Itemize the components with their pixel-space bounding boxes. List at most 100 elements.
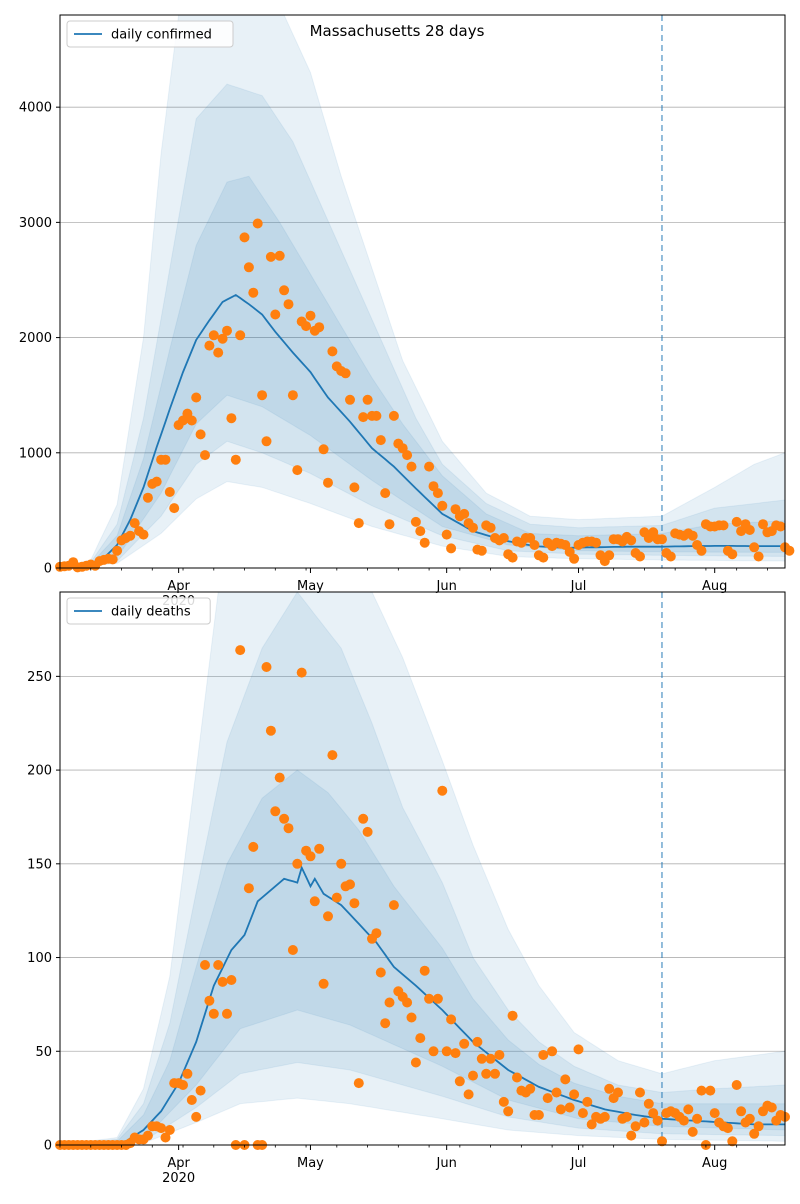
observed-point <box>195 1085 206 1096</box>
observed-point <box>547 1046 558 1057</box>
observed-point <box>107 554 118 565</box>
observed-point <box>727 549 738 560</box>
observed-point <box>213 347 224 358</box>
observed-point <box>507 1010 518 1021</box>
legend-label: daily confirmed <box>111 28 212 43</box>
observed-point <box>463 1089 474 1100</box>
observed-point <box>261 436 272 447</box>
observed-point <box>569 553 580 564</box>
observed-point <box>200 450 210 461</box>
observed-point <box>274 250 285 261</box>
observed-point <box>178 1080 188 1090</box>
observed-point <box>441 1046 452 1057</box>
observed-point <box>160 454 171 465</box>
observed-point <box>226 975 237 985</box>
observed-point <box>613 1087 623 1098</box>
observed-point <box>265 251 276 262</box>
observed-point <box>630 1121 641 1132</box>
observed-point <box>551 1087 562 1098</box>
observed-point <box>410 1057 421 1068</box>
observed-point <box>195 429 206 440</box>
observed-point <box>525 1083 536 1094</box>
observed-point <box>639 1117 650 1128</box>
y-tick-label: 150 <box>27 857 52 872</box>
x-tick-label: Aug <box>702 579 727 594</box>
plot-area <box>60 15 785 568</box>
observed-point <box>635 551 645 562</box>
confidence-band-3 <box>60 769 785 1145</box>
observed-point <box>591 537 602 548</box>
observed-point <box>450 1048 461 1059</box>
observed-point <box>586 1119 597 1130</box>
observed-point <box>468 1070 478 1081</box>
observed-point <box>490 1068 500 1079</box>
observed-point <box>626 1130 637 1141</box>
observed-point <box>151 476 162 487</box>
observed-point <box>573 1044 584 1055</box>
model-line <box>60 293 785 568</box>
observed-point <box>164 487 175 497</box>
observed-point <box>279 285 290 296</box>
observed-point <box>454 1076 465 1087</box>
observed-point <box>388 900 399 911</box>
observed-point <box>538 552 549 563</box>
observed-point <box>459 1038 470 1049</box>
observed-point <box>226 413 237 424</box>
y-tick-label: 4000 <box>19 101 52 116</box>
observed-point <box>305 851 316 862</box>
chart-panel-1: 01000200030004000Apr2020MayJunJulAugMass… <box>19 14 795 609</box>
observed-point <box>270 309 281 320</box>
observed-point <box>696 1085 707 1096</box>
observed-point <box>265 725 276 736</box>
observed-point <box>564 1102 575 1113</box>
observed-point <box>498 1096 509 1107</box>
observed-point <box>476 1053 487 1064</box>
legend-box <box>66 597 211 625</box>
observed-point <box>279 813 290 824</box>
observed-point <box>766 1102 777 1113</box>
observed-point <box>657 534 667 545</box>
observed-point <box>362 826 373 837</box>
observed-point <box>235 645 246 656</box>
y-tick-label: 250 <box>27 670 52 685</box>
observed-point <box>235 330 246 341</box>
observed-point <box>323 911 333 922</box>
observed-point <box>437 785 448 796</box>
observed-point <box>446 1014 457 1025</box>
observed-point <box>705 1085 716 1096</box>
x-tick-sublabel: 2020 <box>162 1171 195 1186</box>
observed-point <box>744 525 755 535</box>
observed-point <box>200 960 210 970</box>
observed-point <box>736 1106 747 1117</box>
observed-point <box>652 1115 663 1126</box>
observed-point <box>626 535 637 546</box>
confidence-band-3 <box>60 175 785 568</box>
observed-point <box>318 978 329 989</box>
observed-point <box>402 450 413 461</box>
observed-point <box>678 1115 689 1126</box>
observed-point <box>687 530 698 541</box>
observed-point <box>191 1111 202 1122</box>
x-tick-label: Jun <box>436 1156 457 1171</box>
observed-point <box>217 333 228 344</box>
observed-point <box>283 299 294 310</box>
y-tick-label: 200 <box>27 764 52 779</box>
observed-point <box>731 516 742 527</box>
observed-point <box>380 1018 391 1029</box>
observed-point <box>542 1093 553 1104</box>
observed-point <box>415 1033 426 1044</box>
observed-point <box>555 1104 566 1115</box>
observed-point <box>599 1111 610 1122</box>
observed-point <box>287 390 298 401</box>
observed-point <box>441 529 452 540</box>
observed-point <box>731 1080 742 1090</box>
confidence-band-1 <box>60 592 785 1145</box>
observed-point <box>292 858 303 869</box>
observed-point <box>160 1132 171 1143</box>
observed-point <box>287 945 298 955</box>
observed-point <box>243 262 254 273</box>
observed-point <box>129 518 140 529</box>
